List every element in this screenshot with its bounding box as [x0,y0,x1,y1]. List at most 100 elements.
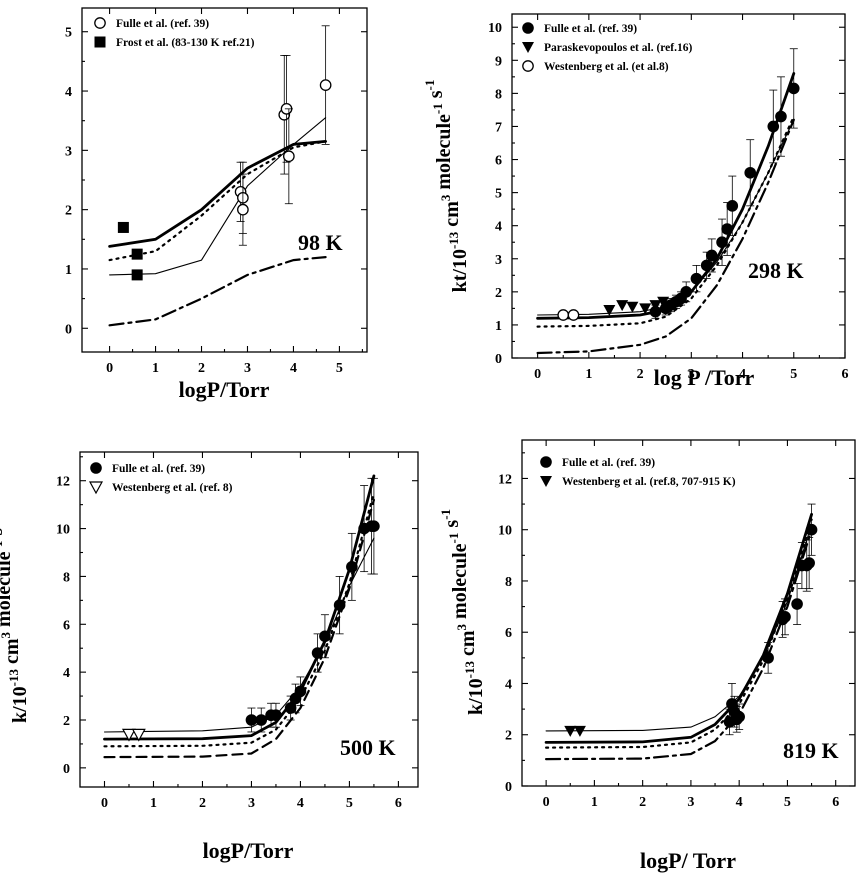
x-tick-label: 0 [101,796,108,811]
data-point [603,305,616,317]
x-tick-label: 5 [784,795,791,810]
x-axis-label: logP/ Torr [640,848,736,873]
y-tick-label: 0 [495,352,502,367]
data-point [346,561,358,573]
legend-marker [522,42,534,53]
data-point [791,598,803,610]
model-curve-thin-solid [545,524,813,732]
x-tick-label: 6 [395,796,402,811]
legend-label: Frost et al. (83-130 K ref.21) [116,37,255,49]
y-tick-label: 6 [63,618,70,633]
plot-frame [81,7,368,353]
model-curve-thin-solid [103,537,375,733]
legend-marker [94,36,106,48]
data-point [284,702,297,714]
y-tick-label: 2 [65,204,72,219]
y-tick-label: 2 [495,286,502,301]
legend-label: Paraskevopoulos et al. (ref.16) [544,42,692,54]
data-point [557,309,570,321]
model-curve-dash-dot [536,118,795,355]
model-curve-dotted [108,140,327,262]
x-tick-label: 4 [739,367,746,382]
legend-marker [540,476,552,487]
y-tick-label: 5 [65,26,72,41]
model-curve-dotted [103,491,375,748]
y-tick-label: 1 [65,263,72,278]
model-curve-thick-solid [108,140,327,248]
data-point [626,301,639,313]
data-point [649,305,662,318]
data-point [639,303,652,315]
data-point [787,82,800,95]
data-point [721,223,733,235]
data-point [616,300,629,312]
y-tick-label: 10 [56,523,70,538]
temperature-label: 298 K [748,258,804,283]
data-point [319,630,331,643]
data-point [733,711,745,723]
x-tick-label: 1 [150,796,157,811]
data-point [716,236,728,249]
x-axis-label: log P /Torr [654,365,755,390]
data-point [680,286,692,298]
data-point [649,300,662,312]
data-point [131,269,143,281]
x-axis-label: logP/Torr [203,838,294,863]
legend-label: Westenberg et al. (ref.8, 707-915 K) [562,476,736,488]
data-point [767,120,780,133]
y-tick-label: 10 [488,21,502,36]
y-tick-label: 1 [495,319,502,334]
plot-frame [79,451,419,788]
legend-label: Westenberg et al. (et al.8) [544,61,669,73]
temperature-label: 819 K [783,738,839,763]
y-tick-label: 0 [65,322,72,337]
x-tick-label: 3 [688,367,695,382]
data-point [573,725,586,737]
data-point [311,647,324,659]
data-point [121,728,136,742]
legend-marker [88,481,104,495]
x-tick-label: 0 [106,361,113,376]
data-point [775,110,787,123]
y-tick-label: 3 [495,253,502,268]
data-point [700,259,713,272]
plot-frame [521,439,856,787]
x-tick-label: 2 [637,367,644,382]
y-tick-label: 2 [505,729,512,744]
y-tick-label: 8 [63,570,70,585]
y-tick-label: 9 [495,54,502,69]
plot-frame [511,13,846,359]
legend-marker [90,462,102,474]
data-point [270,709,282,722]
model-curve-thick-solid [103,474,376,741]
y-tick-label: 7 [495,120,502,135]
data-point [706,249,718,262]
legend-marker [522,60,534,72]
data-point [245,714,258,726]
y-tick-label: 0 [505,780,512,795]
panel-2: 0 1 2 3 4 5 6 0 1 2 3 4 5 6 7 8 9 10 Fulle et al. (ref. 39… [422,13,849,390]
data-point [294,685,307,698]
y-tick-label: 4 [495,220,502,235]
x-tick-label: 0 [543,795,550,810]
data-point [131,728,146,742]
model-curve-thick-solid [544,512,813,744]
legend-marker [94,17,106,29]
data-point [567,309,580,321]
data-point [255,714,268,726]
y-tick-label: 8 [505,575,512,590]
x-tick-label: 1 [152,361,159,376]
data-point [657,296,670,308]
y-tick-label: 5 [495,187,502,202]
y-tick-label: 6 [495,154,502,169]
y-tick-label: 10 [498,524,512,539]
x-tick-label: 5 [790,367,797,382]
panel-1: 0 1 2 3 4 5 0 1 2 3 4 5 Fulle et al. (ref. 39) Frost … [65,7,368,402]
x-tick-label: 4 [297,796,304,811]
data-point [333,599,346,611]
model-curve-thin-solid [109,117,327,276]
x-tick-label: 3 [244,361,251,376]
x-tick-label: 0 [534,367,541,382]
legend-label: Fulle et al. (ref. 39) [562,457,655,469]
